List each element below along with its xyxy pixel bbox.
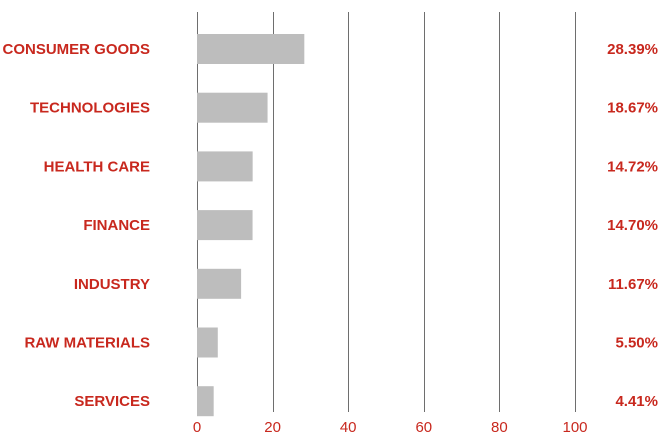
bar-technologies bbox=[197, 92, 268, 123]
value-label: 4.41% bbox=[615, 393, 658, 410]
bar-raw-materials bbox=[197, 327, 218, 358]
value-label: 11.67% bbox=[608, 276, 658, 293]
category-label: HEALTH CARE bbox=[44, 158, 150, 175]
value-labels: 28.39% 18.67% 14.72% 14.70% 11.67% 5.50% 4.41% bbox=[607, 41, 658, 410]
x-axis-tick-labels: 0 20 40 60 80 100 bbox=[193, 419, 588, 436]
x-tick-label: 0 bbox=[193, 419, 201, 436]
category-label: INDUSTRY bbox=[74, 276, 150, 293]
category-label: CONSUMER GOODS bbox=[2, 41, 150, 58]
bar-services bbox=[197, 386, 214, 417]
x-tick-label: 20 bbox=[264, 419, 281, 436]
x-tick-label: 80 bbox=[491, 419, 508, 436]
category-label: SERVICES bbox=[74, 393, 150, 410]
x-tick-label: 40 bbox=[340, 419, 357, 436]
bar-consumer-goods bbox=[197, 34, 305, 64]
category-label: FINANCE bbox=[83, 217, 150, 234]
bar-health-care bbox=[197, 151, 253, 182]
x-tick-label: 100 bbox=[562, 419, 587, 436]
bar-finance bbox=[197, 210, 253, 241]
grid-lines bbox=[197, 12, 576, 412]
category-labels: CONSUMER GOODS TECHNOLOGIES HEALTH CARE FIN… bbox=[2, 41, 150, 410]
x-tick-label: 60 bbox=[415, 419, 432, 436]
value-label: 5.50% bbox=[615, 335, 658, 352]
value-label: 14.72% bbox=[607, 158, 658, 175]
bar-industry bbox=[197, 268, 242, 299]
category-label: RAW MATERIALS bbox=[24, 335, 150, 352]
value-label: 14.70% bbox=[607, 217, 658, 234]
bars bbox=[197, 34, 305, 417]
value-label: 18.67% bbox=[607, 100, 658, 117]
category-label: TECHNOLOGIES bbox=[30, 100, 150, 117]
value-label: 28.39% bbox=[607, 41, 658, 58]
